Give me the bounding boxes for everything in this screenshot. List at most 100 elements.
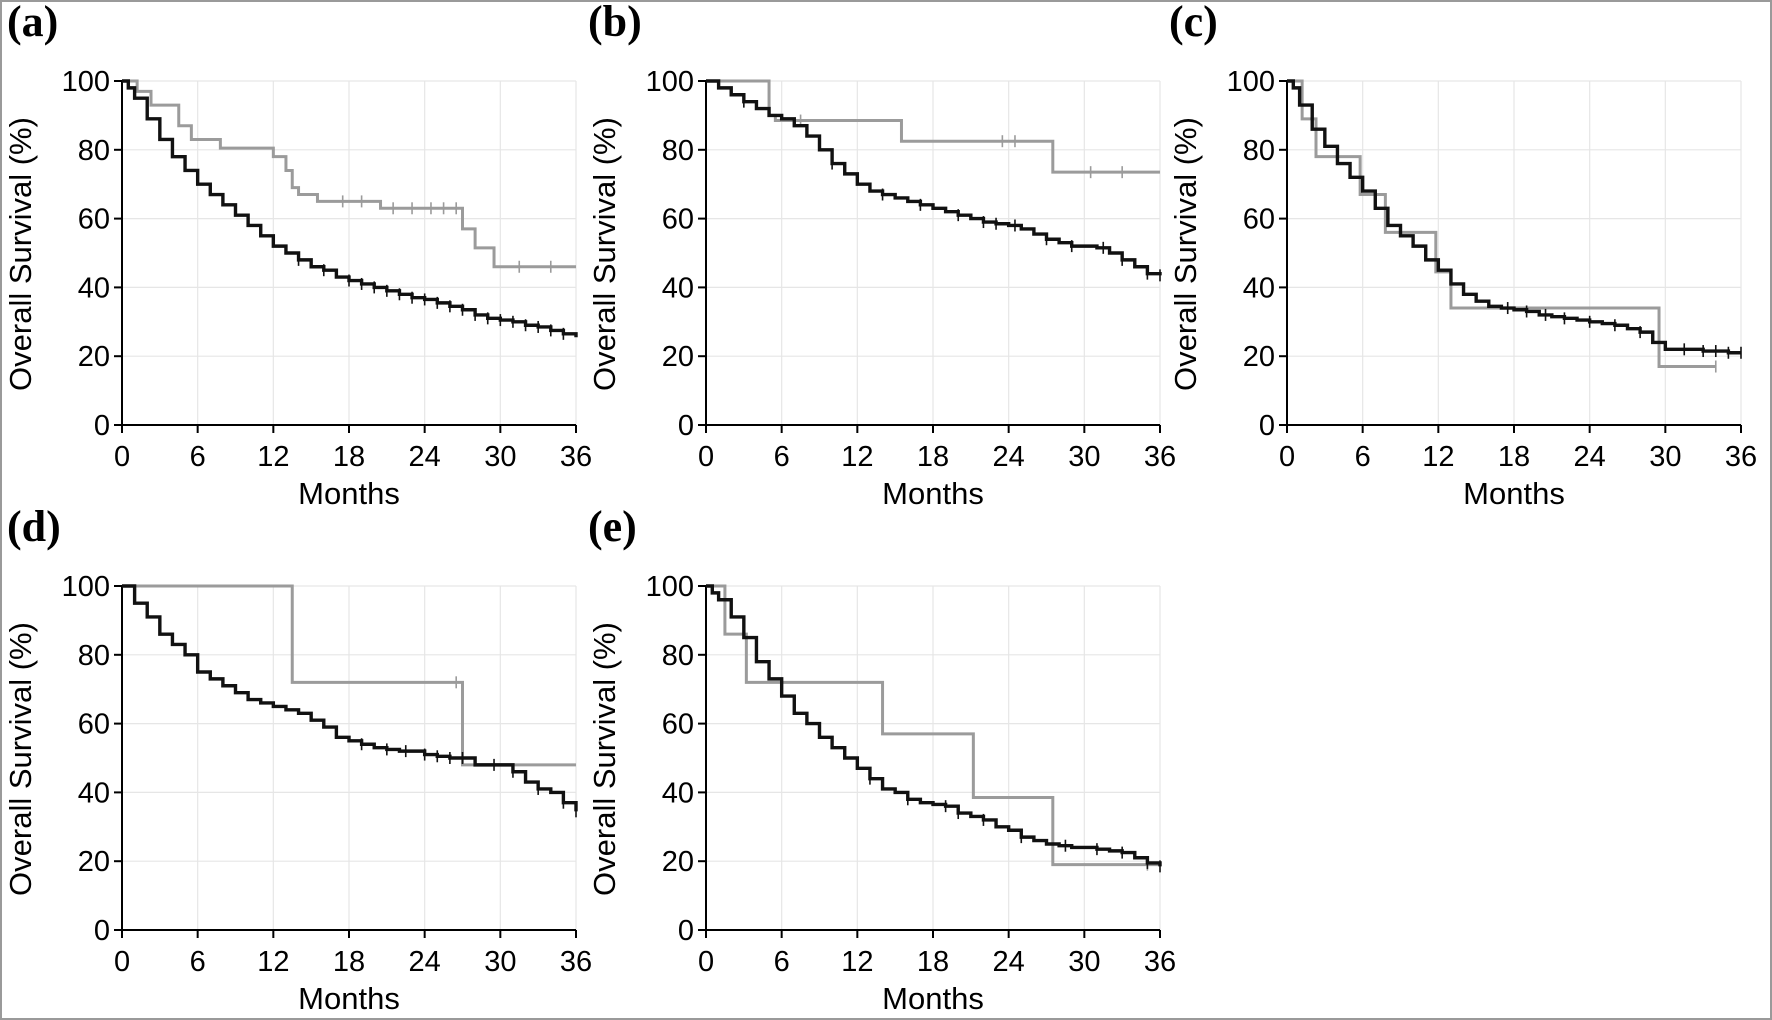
x-tick-label: 12: [841, 946, 873, 978]
y-tick-label: 80: [1243, 135, 1275, 167]
survival-curves: [122, 79, 578, 340]
x-tick-label: 30: [484, 441, 516, 473]
x-tick-label: 18: [1498, 441, 1530, 473]
y-tick-label: 0: [678, 915, 694, 947]
survival-curve-series-1: [706, 79, 1162, 276]
axes: [1279, 80, 1742, 433]
y-tick-label: 60: [78, 709, 110, 741]
x-tick-label: 12: [257, 441, 289, 473]
y-axis-title: Overall Survival (%): [3, 117, 38, 391]
x-tick-label: 36: [560, 441, 592, 473]
survival-curve-series-2: [706, 584, 1160, 867]
x-tick-label: 36: [560, 946, 592, 978]
survival-curve-series-2: [1287, 79, 1716, 369]
survival-curve-series-1: [1287, 79, 1741, 355]
y-tick-label: 20: [1243, 341, 1275, 373]
panel-label: (d): [7, 502, 61, 551]
axes: [114, 80, 577, 433]
y-tick-label: 80: [662, 640, 694, 672]
x-tick-label: 36: [1144, 946, 1176, 978]
y-tick-label: 100: [1227, 66, 1275, 98]
gridlines: [121, 80, 577, 426]
y-axis-title: Overall Survival (%): [587, 622, 622, 896]
tick-labels: 0 6 12 18 24 30 36 0 20 40 60 80 100: [646, 571, 1177, 978]
x-tick-label: 18: [917, 946, 949, 978]
panel-b: 0 6 12 18 24 30 36 0 20 40 60 80 100 (b) Months Over…: [587, 0, 1176, 511]
y-tick-label: 60: [662, 204, 694, 236]
x-tick-label: 0: [114, 441, 130, 473]
panel-label: (a): [7, 0, 58, 46]
panel-label: (b): [588, 0, 642, 46]
x-axis-title: Months: [1463, 476, 1565, 511]
y-tick-label: 0: [94, 410, 110, 442]
survival-curves: [706, 584, 1162, 873]
gridlines: [121, 585, 577, 931]
survival-curve-series-1: [122, 584, 578, 812]
y-tick-label: 80: [78, 135, 110, 167]
y-tick-label: 40: [662, 272, 694, 304]
y-tick-label: 60: [662, 709, 694, 741]
y-tick-label: 20: [78, 846, 110, 878]
x-tick-label: 30: [484, 946, 516, 978]
survival-curves: [1287, 79, 1742, 373]
x-tick-label: 24: [1574, 441, 1606, 473]
y-tick-label: 40: [78, 777, 110, 809]
panel-e: 0 6 12 18 24 30 36 0 20 40 60 80 100 (e) Months Over…: [587, 502, 1176, 1016]
x-tick-label: 12: [1422, 441, 1454, 473]
panel-c: 0 6 12 18 24 30 36 0 20 40 60 80 100 (c) Months Over…: [1168, 0, 1757, 511]
y-axis-title: Overall Survival (%): [1168, 117, 1203, 391]
x-tick-label: 0: [698, 441, 714, 473]
y-tick-label: 60: [1243, 204, 1275, 236]
gridlines: [1286, 80, 1742, 426]
x-axis-title: Months: [882, 981, 984, 1016]
survival-curve-series-2: [706, 79, 1160, 174]
survival-curve-series-2: [122, 79, 576, 269]
tick-labels: 0 6 12 18 24 30 36 0 20 40 60 80 100: [62, 66, 593, 473]
tick-labels: 0 6 12 18 24 30 36 0 20 40 60 80 100: [646, 66, 1177, 473]
y-tick-label: 80: [662, 135, 694, 167]
x-tick-label: 12: [841, 441, 873, 473]
panel-label: (c): [1169, 0, 1218, 46]
y-tick-label: 40: [662, 777, 694, 809]
survival-curves: [706, 79, 1162, 282]
axes: [698, 80, 1161, 433]
x-tick-label: 24: [409, 946, 441, 978]
x-tick-label: 6: [774, 441, 790, 473]
tick-labels: 0 6 12 18 24 30 36 0 20 40 60 80 100: [62, 571, 593, 978]
survival-curves: [122, 584, 578, 818]
survival-curve-series-1: [706, 584, 1162, 867]
x-tick-label: 24: [409, 441, 441, 473]
x-tick-label: 6: [190, 441, 206, 473]
x-tick-label: 30: [1068, 946, 1100, 978]
axes: [114, 585, 577, 938]
x-tick-label: 36: [1725, 441, 1757, 473]
x-tick-label: 6: [1355, 441, 1371, 473]
x-axis-title: Months: [882, 476, 984, 511]
y-axis-title: Overall Survival (%): [3, 622, 38, 896]
y-tick-label: 20: [78, 341, 110, 373]
y-tick-label: 0: [94, 915, 110, 947]
x-tick-label: 30: [1068, 441, 1100, 473]
tick-labels: 0 6 12 18 24 30 36 0 20 40 60 80 100: [1227, 66, 1758, 473]
y-tick-label: 20: [662, 846, 694, 878]
y-tick-label: 40: [78, 272, 110, 304]
panel-label: (e): [588, 502, 637, 551]
x-tick-label: 18: [333, 441, 365, 473]
panel-a: 0 6 12 18 24 30 36 0 20 40 60 80 100 (a) Months Over…: [3, 0, 592, 511]
y-tick-label: 100: [62, 571, 110, 603]
x-tick-label: 12: [257, 946, 289, 978]
x-tick-label: 18: [917, 441, 949, 473]
x-tick-label: 18: [333, 946, 365, 978]
y-tick-label: 60: [78, 204, 110, 236]
x-axis-title: Months: [298, 476, 400, 511]
gridlines: [705, 585, 1161, 931]
x-tick-label: 6: [774, 946, 790, 978]
x-tick-label: 30: [1649, 441, 1681, 473]
y-tick-label: 100: [646, 66, 694, 98]
gridlines: [705, 80, 1161, 426]
panel-d: 0 6 12 18 24 30 36 0 20 40 60 80 100 (d) Months Over…: [3, 502, 592, 1016]
x-tick-label: 24: [993, 441, 1025, 473]
x-tick-label: 6: [190, 946, 206, 978]
